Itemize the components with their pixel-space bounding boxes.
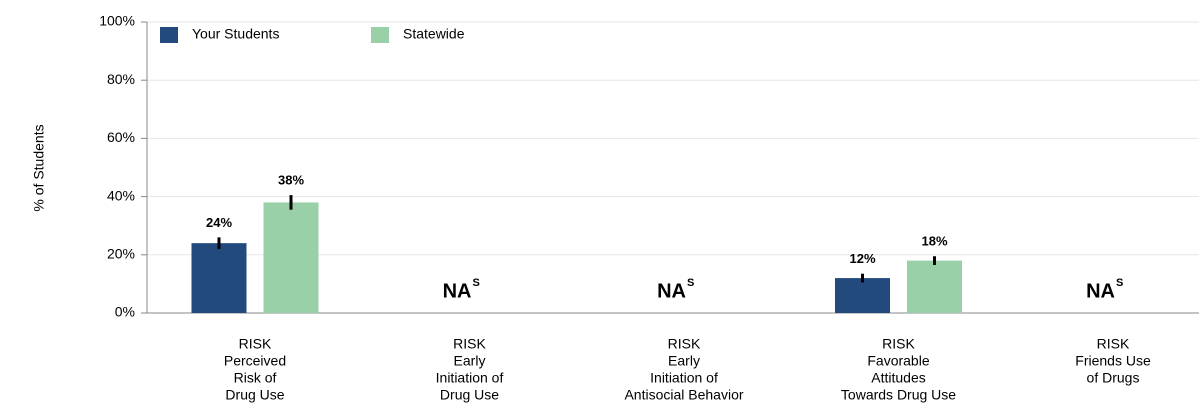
- x-tick-label: Antisocial Behavior: [624, 387, 743, 403]
- x-tick-label: Initiation of: [436, 370, 504, 386]
- x-tick-label: Drug Use: [440, 387, 499, 403]
- bar: [263, 202, 319, 313]
- bar: [907, 260, 962, 313]
- na-superscript: S: [473, 277, 480, 289]
- na-label: NA: [1086, 280, 1115, 302]
- legend-swatch: [371, 27, 389, 43]
- x-tick-label: Risk of: [234, 370, 277, 386]
- x-tick-label: RISK: [668, 336, 701, 352]
- y-tick-label: 40%: [107, 187, 135, 203]
- bar: [191, 243, 247, 313]
- y-tick-label: 80%: [107, 71, 135, 87]
- y-tick-label: 100%: [99, 13, 135, 29]
- value-label: 12%: [849, 251, 875, 266]
- x-tick-label: Early: [454, 353, 486, 369]
- x-tick-label: RISK: [453, 336, 486, 352]
- na-superscript: S: [1116, 277, 1123, 289]
- x-tick-label: Perceived: [224, 353, 286, 369]
- x-tick-label: Favorable: [867, 353, 929, 369]
- x-tick-label: of Drugs: [1087, 370, 1140, 386]
- value-label: 24%: [206, 215, 232, 230]
- x-tick-label: RISK: [1097, 336, 1130, 352]
- legend-swatch: [160, 27, 178, 43]
- value-label: 38%: [278, 173, 304, 188]
- y-axis-label: % of Students: [31, 124, 47, 211]
- legend-label: Statewide: [403, 26, 465, 42]
- y-tick-label: 20%: [107, 246, 135, 262]
- na-label: NA: [657, 280, 686, 302]
- y-tick-label: 60%: [107, 129, 135, 145]
- y-tick-label: 0%: [115, 304, 135, 320]
- x-tick-label: Early: [668, 353, 700, 369]
- x-tick-label: Initiation of: [650, 370, 718, 386]
- x-tick-label: RISK: [239, 336, 272, 352]
- x-tick-label: RISK: [882, 336, 915, 352]
- bar: [835, 278, 890, 313]
- x-tick-label: Drug Use: [225, 387, 284, 403]
- x-tick-label: Towards Drug Use: [841, 387, 956, 403]
- legend-label: Your Students: [192, 26, 279, 42]
- x-tick-label: Attitudes: [871, 370, 925, 386]
- na-label: NA: [443, 280, 472, 302]
- value-label: 18%: [921, 234, 947, 249]
- na-superscript: S: [687, 277, 694, 289]
- x-tick-label: Friends Use: [1075, 353, 1151, 369]
